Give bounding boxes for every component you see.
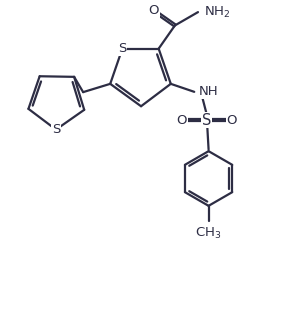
Text: O: O bbox=[227, 114, 237, 127]
Text: CH$_3$: CH$_3$ bbox=[195, 226, 222, 241]
Text: NH$_2$: NH$_2$ bbox=[204, 5, 230, 20]
Text: O: O bbox=[148, 4, 159, 17]
Text: S: S bbox=[202, 113, 212, 128]
Text: S: S bbox=[118, 42, 127, 55]
Text: NH: NH bbox=[198, 85, 218, 98]
Text: O: O bbox=[177, 114, 187, 127]
Text: S: S bbox=[52, 123, 60, 136]
